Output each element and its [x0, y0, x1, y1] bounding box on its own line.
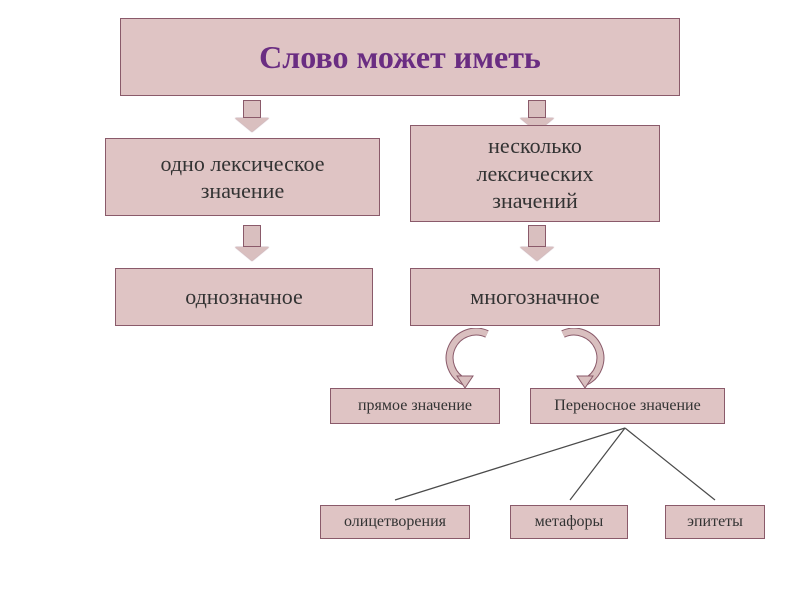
box-label: несколько лексических значений	[476, 132, 593, 215]
box-label: метафоры	[535, 512, 604, 532]
box-label: однозначное	[185, 283, 303, 311]
arrow-stem	[243, 100, 261, 118]
box-polysemous: многозначное	[410, 268, 660, 326]
box-label: олицетворения	[344, 512, 446, 532]
box-direct-meaning: прямое значение	[330, 388, 500, 424]
box-label: Переносное значение	[554, 396, 700, 416]
box-epithets: эпитеты	[665, 505, 765, 539]
arrow-stem	[243, 225, 261, 247]
box-one-meaning: одно лексическое значение	[105, 138, 380, 216]
box-label: многозначное	[470, 283, 599, 311]
box-unambiguous: однозначное	[115, 268, 373, 326]
arrow-stem	[528, 100, 546, 118]
box-label: одно лексическое значение	[160, 150, 324, 205]
arrow-down-4	[520, 225, 554, 261]
box-label: эпитеты	[687, 512, 743, 532]
box-label: прямое значение	[358, 396, 472, 416]
title-text: Слово может иметь	[259, 37, 541, 77]
box-figurative-meaning: Переносное значение	[530, 388, 725, 424]
arrow-down-1	[235, 100, 269, 132]
arrow-down-3	[235, 225, 269, 261]
arrow-head	[520, 247, 554, 261]
arrow-head	[235, 118, 269, 132]
arrow-head	[235, 247, 269, 261]
box-personifications: олицетворения	[320, 505, 470, 539]
curved-arrow-right	[555, 328, 615, 388]
box-several-meanings: несколько лексических значений	[410, 125, 660, 222]
arrow-stem	[528, 225, 546, 247]
title-box: Слово может иметь	[120, 18, 680, 96]
box-metaphors: метафоры	[510, 505, 628, 539]
curved-arrow-left	[435, 328, 495, 388]
